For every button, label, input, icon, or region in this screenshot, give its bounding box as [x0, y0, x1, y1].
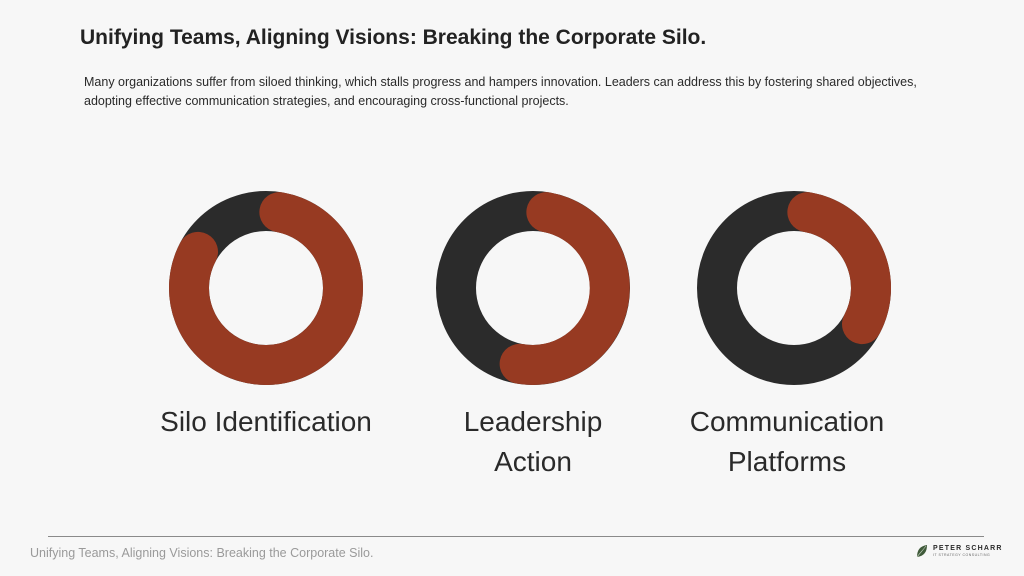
donut-label-communication-platforms: Communication Platforms — [647, 402, 927, 482]
label-line: Silo Identification — [160, 406, 372, 437]
brand-name: PETER SCHARR — [933, 544, 1003, 552]
donut-communication-platforms — [694, 188, 894, 388]
donut-progress-arc — [787, 192, 891, 345]
label-line: Platforms — [727, 446, 847, 477]
brand-logo: PETER SCHARR IT STRATEGY CONSULTING — [916, 544, 1003, 558]
intro-paragraph: Many organizations suffer from siloed th… — [84, 75, 917, 108]
label-line: Communication — [689, 406, 885, 437]
footer-divider — [48, 536, 984, 537]
donut-progress-arc — [169, 192, 363, 385]
donut-silo-identification — [166, 188, 366, 388]
donut-label-silo-identification: Silo Identification — [126, 402, 406, 442]
brand-tagline: IT STRATEGY CONSULTING — [933, 552, 991, 557]
label-line: Leadership — [463, 406, 603, 437]
footer-title: Unifying Teams, Aligning Visions: Breaki… — [30, 546, 374, 560]
slide-title: Unifying Teams, Aligning Visions: Breaki… — [80, 26, 707, 49]
label-line: Action — [494, 446, 572, 477]
donut-progress-arc — [499, 192, 630, 385]
leaf-icon — [916, 545, 927, 558]
donut-label-leadership-action: Leadership Action — [393, 402, 673, 482]
donut-leadership-action — [433, 188, 633, 388]
